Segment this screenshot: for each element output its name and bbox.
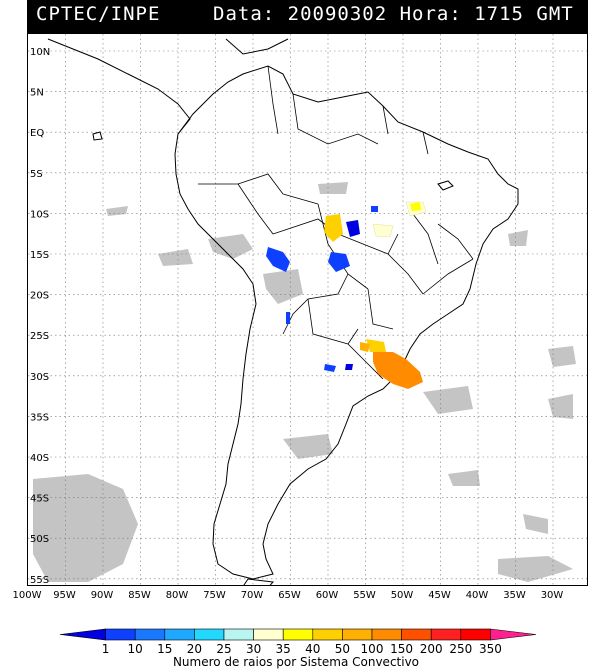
lat-label: 15S [30, 250, 49, 261]
legend-tick-label: 350 [479, 642, 502, 656]
country-borders [198, 65, 474, 380]
convective-systems [266, 201, 427, 389]
legend-tick-label: 250 [449, 642, 472, 656]
legend-title: Numero de raios por Sistema Convectivo [173, 655, 419, 669]
legend-tick-label: 1 [102, 642, 110, 656]
lat-label: 50S [30, 534, 49, 545]
legend-tick-label: 15 [157, 642, 172, 656]
datetime-label: Data: 20090302 Hora: 1715 GMT [213, 3, 574, 25]
central-america-outline [47, 38, 191, 135]
cloud-cover [33, 182, 576, 582]
source-label: CPTEC/INPE [36, 3, 161, 25]
lon-label: 70W [241, 590, 264, 601]
lon-label: 90W [91, 590, 114, 601]
legend-tick-label: 30 [246, 642, 261, 656]
lon-label: 35W [503, 590, 526, 601]
legend-tick-label: 50 [335, 642, 350, 656]
lon-label: 45W [428, 590, 451, 601]
lat-label: 30S [30, 372, 49, 383]
colorbar-legend: 1 10 15 20 25 30 35 40 50 100 150 200 250 350 Numero … [59, 628, 537, 669]
legend-tick-label: 20 [187, 642, 202, 656]
legend-tick-label: 150 [390, 642, 413, 656]
color-swatch [105, 628, 136, 641]
map-canvas: 10N 5N EQ 5S 10S 15S 20S 25S 30S 35S 40S 45S 50S 55S [28, 34, 587, 586]
lon-label: 50W [391, 590, 414, 601]
color-swatch [371, 628, 402, 641]
color-swatch [253, 628, 284, 641]
lon-label: 85W [128, 590, 151, 601]
legend-tick-label: 10 [128, 642, 143, 656]
south-america-outline [174, 65, 519, 580]
lat-label: 55S [30, 575, 49, 586]
color-swatch [401, 628, 432, 641]
legend-tick-label: 200 [420, 642, 443, 656]
lat-label: 10S [30, 209, 49, 220]
longitude-axis: 100W 95W 90W 85W 80W 75W 70W 65W 60W 55W 50W 45W 40W… [13, 590, 564, 601]
lon-label: 95W [53, 590, 76, 601]
legend-tick-label: 35 [276, 642, 291, 656]
lon-label: 60W [316, 590, 339, 601]
lon-label: 30W [541, 590, 564, 601]
grid-lines [28, 34, 587, 585]
lon-label: 40W [466, 590, 489, 601]
lat-label: 35S [30, 412, 49, 423]
color-swatch [282, 628, 314, 641]
color-swatch [59, 628, 106, 641]
color-swatch [134, 628, 166, 641]
lon-label: 100W [13, 590, 42, 601]
islands [92, 131, 454, 585]
color-swatch [194, 628, 225, 641]
lat-label: 5N [30, 88, 44, 99]
lat-label: 5S [30, 169, 43, 180]
lat-label: 45S [30, 494, 49, 505]
lat-label: 10N [30, 47, 50, 58]
color-swatch [490, 628, 537, 641]
lat-label: 20S [30, 291, 49, 302]
latitude-labels: 10N 5N EQ 5S 10S 15S 20S 25S 30S 35S 40S 45S 50S 55S [30, 47, 50, 586]
color-swatch [460, 628, 491, 641]
color-swatch [430, 628, 462, 641]
color-swatch [223, 628, 254, 641]
lon-label: 65W [278, 590, 301, 601]
color-swatch [312, 628, 343, 641]
legend-tick-label: 40 [305, 642, 320, 656]
title-bar: CPTEC/INPE Data: 20090302 Hora: 1715 GMT [27, 0, 588, 33]
lat-label: EQ [30, 128, 44, 139]
color-swatch [164, 628, 195, 641]
lat-label: 40S [30, 453, 49, 464]
map-panel: 10N 5N EQ 5S 10S 15S 20S 25S 30S 35S 40S 45S 50S 55S [27, 33, 588, 586]
lon-label: 80W [166, 590, 189, 601]
lon-label: 75W [203, 590, 226, 601]
color-swatch [342, 628, 373, 641]
coastlines [47, 38, 519, 585]
lon-label: 55W [353, 590, 376, 601]
legend-tick-label: 25 [216, 642, 231, 656]
lat-label: 25S [30, 331, 49, 342]
legend-tick-label: 100 [361, 642, 384, 656]
